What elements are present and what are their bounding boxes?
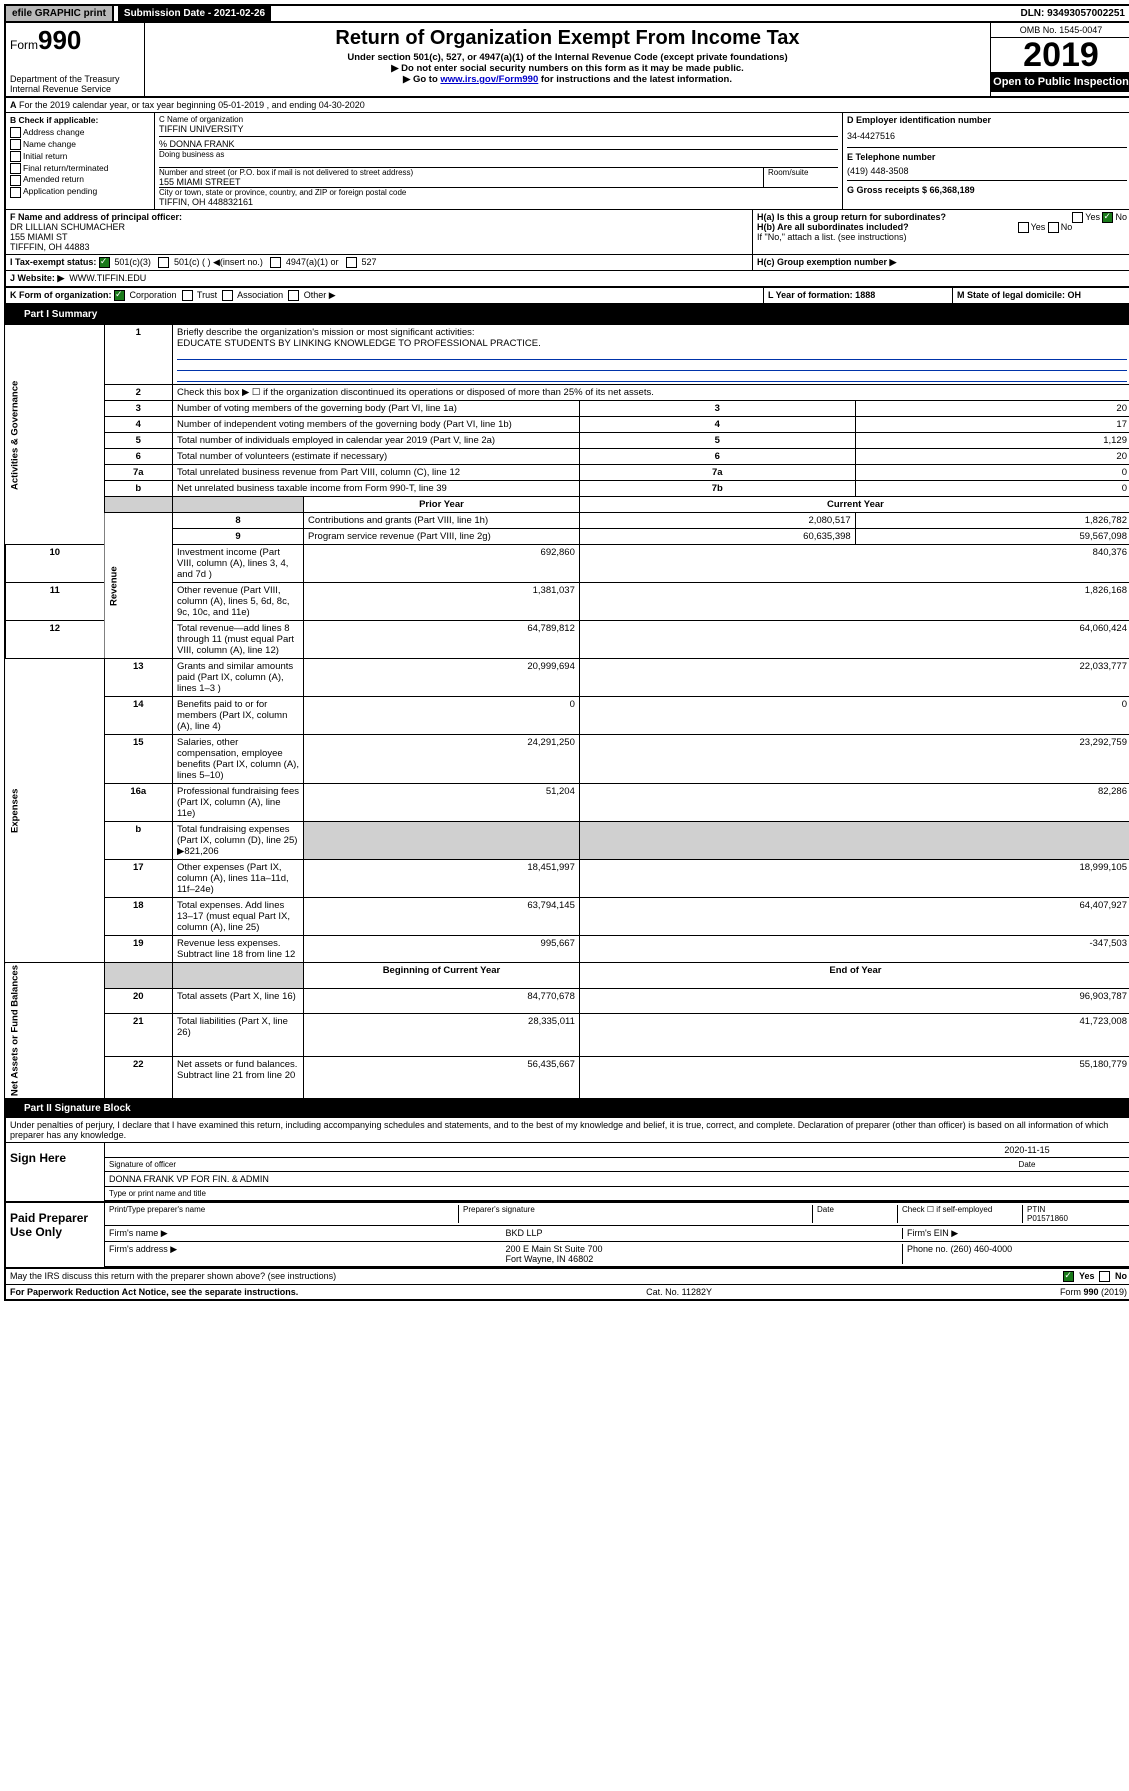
form-header: Form990 Department of the Treasury Inter… [4, 21, 1129, 98]
klm-row: K Form of organization: Corporation Trus… [4, 288, 1129, 305]
period-row: A For the 2019 calendar year, or tax yea… [4, 98, 1129, 113]
form-number: Form990 [10, 25, 140, 56]
org-name: TIFFIN UNIVERSITY [159, 124, 838, 134]
part-1-header: Part I Summary [4, 305, 1129, 324]
preparer-phone: Phone no. (260) 460-4000 [902, 1244, 1127, 1264]
tax-status-row: I Tax-exempt status: 501(c)(3) 501(c) ( … [4, 255, 1129, 271]
form-version: Form 990 (2019) [1060, 1287, 1127, 1297]
website-url: WWW.TIFFIN.EDU [69, 273, 146, 283]
footer: For Paperwork Reduction Act Notice, see … [4, 1285, 1129, 1301]
officer-group-row: F Name and address of principal officer:… [4, 210, 1129, 255]
part-2-header: Part II Signature Block [4, 1099, 1129, 1118]
topbar: efile GRAPHIC print Submission Date - 20… [4, 4, 1129, 21]
irs-label: Internal Revenue Service [10, 84, 140, 94]
entity-row: B Check if applicable: Address change Na… [4, 113, 1129, 210]
ptin: P01571860 [1027, 1214, 1068, 1223]
signature-date: 2020-11-15 [927, 1145, 1127, 1155]
declaration: Under penalties of perjury, I declare th… [4, 1118, 1129, 1143]
gross-receipts: G Gross receipts $ 66,368,189 [847, 185, 975, 195]
mission: EDUCATE STUDENTS BY LINKING KNOWLEDGE TO… [177, 338, 541, 349]
tax-year: 2019 [991, 38, 1129, 72]
ein: 34-4427516 [847, 125, 1127, 147]
paid-preparer-block: Paid Preparer Use Only Print/Type prepar… [4, 1203, 1129, 1269]
form990-link[interactable]: www.irs.gov/Form990 [440, 74, 538, 85]
street-address: 155 MIAMI STREET [159, 177, 763, 187]
website-row: J Website: ▶ WWW.TIFFIN.EDU [4, 271, 1129, 288]
side-governance: Activities & Governance [5, 325, 104, 545]
dept-treasury: Department of the Treasury [10, 74, 140, 84]
state-domicile: M State of legal domicile: OH [957, 290, 1081, 300]
part1-table: Activities & Governance 1 Briefly descri… [4, 324, 1129, 1099]
officer-name-title: DONNA FRANK VP FOR FIN. & ADMIN [109, 1174, 1127, 1184]
efile-print[interactable]: efile GRAPHIC print [6, 6, 114, 21]
section-c: C Name of organization TIFFIN UNIVERSITY… [155, 113, 843, 209]
note-ssn: ▶ Do not enter social security numbers o… [153, 63, 982, 74]
tax-period: For the 2019 calendar year, or tax year … [19, 100, 365, 110]
note-goto: ▶ Go to www.irs.gov/Form990 for instruct… [153, 74, 982, 85]
care-of: % DONNA FRANK [159, 136, 838, 149]
side-netassets: Net Assets or Fund Balances [5, 963, 104, 1099]
section-d-e-g: D Employer identification number 34-4427… [843, 113, 1129, 209]
firm-name: BKD LLP [506, 1228, 903, 1239]
phone: (419) 448-3508 [847, 162, 1127, 180]
open-public: Open to Public Inspection [991, 72, 1129, 92]
subtitle: Under section 501(c), 527, or 4947(a)(1)… [153, 52, 982, 63]
dln: DLN: 93493057002251 [1014, 6, 1129, 21]
submission-date: Submission Date - 2021-02-26 [118, 6, 271, 21]
side-expenses: Expenses [5, 659, 104, 963]
officer-name: DR LILLIAN SCHUMACHER [10, 222, 125, 232]
sign-here-block: Sign Here 2020-11-15 Signature of office… [4, 1143, 1129, 1203]
discuss-row: May the IRS discuss this return with the… [4, 1269, 1129, 1285]
section-b: B Check if applicable: Address change Na… [6, 113, 155, 209]
year-formation: L Year of formation: 1888 [768, 290, 875, 300]
side-revenue: Revenue [104, 513, 172, 659]
city-state-zip: TIFFIN, OH 448832161 [159, 197, 838, 207]
page-title: Return of Organization Exempt From Incom… [153, 27, 982, 50]
